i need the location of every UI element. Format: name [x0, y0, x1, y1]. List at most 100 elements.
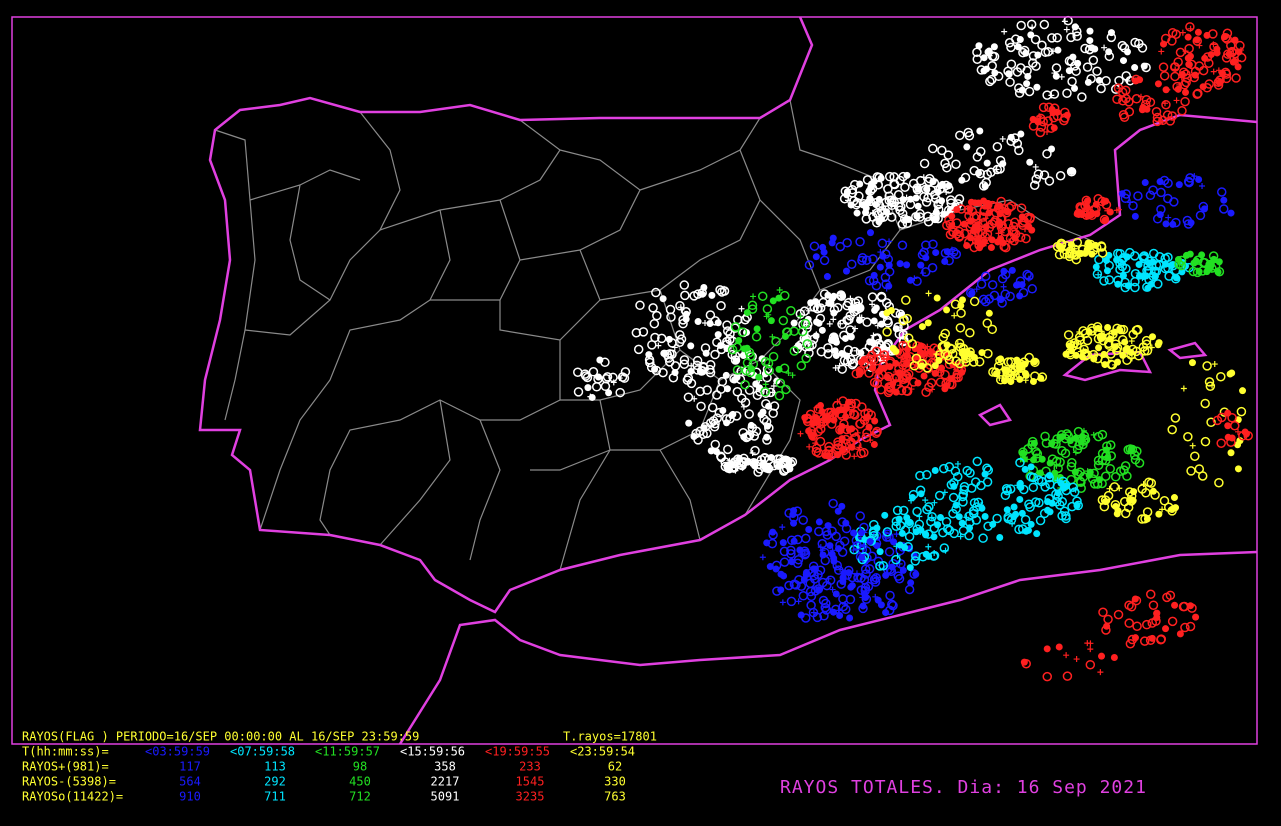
strike	[981, 513, 989, 521]
strike	[1000, 226, 1010, 237]
strike	[1027, 463, 1035, 471]
strike	[978, 212, 988, 222]
strike	[952, 366, 959, 373]
strike	[1221, 53, 1232, 63]
strike	[1204, 58, 1214, 68]
strike	[1008, 363, 1015, 370]
strike	[1195, 210, 1206, 221]
strike	[844, 565, 854, 576]
strike	[747, 304, 758, 314]
strike	[826, 419, 837, 429]
strike	[943, 248, 951, 256]
strike	[1144, 284, 1152, 292]
strike	[817, 538, 828, 549]
strike	[738, 305, 745, 312]
strike	[872, 304, 880, 312]
strike	[855, 511, 865, 521]
strike	[761, 370, 769, 378]
strike	[822, 530, 833, 540]
strike	[1066, 167, 1077, 177]
strike	[1013, 281, 1021, 289]
strike	[1066, 462, 1077, 472]
strike	[1113, 83, 1124, 93]
count-value: 1545	[516, 775, 545, 789]
strike	[944, 525, 955, 536]
strike	[645, 357, 655, 368]
strike	[882, 609, 890, 617]
strike	[1143, 261, 1153, 271]
strike	[1184, 54, 1192, 62]
strike	[955, 130, 965, 141]
strike	[973, 497, 984, 508]
strike	[1124, 618, 1134, 628]
strike	[1160, 263, 1171, 274]
strike	[985, 309, 993, 317]
strike	[776, 286, 783, 293]
strike	[868, 254, 878, 264]
strike	[775, 378, 786, 388]
strike	[786, 305, 796, 316]
strike	[1123, 444, 1133, 455]
lightning-strikes	[573, 15, 1253, 682]
strike	[860, 586, 870, 596]
strike	[747, 300, 758, 311]
strike	[1088, 349, 1099, 360]
strike	[1141, 179, 1149, 187]
strike	[881, 356, 888, 363]
strike	[1095, 271, 1102, 278]
count-value: 564	[179, 775, 201, 789]
strike	[1198, 201, 1209, 212]
strike	[1200, 436, 1211, 447]
strike	[647, 340, 657, 350]
strike	[1031, 174, 1041, 184]
strike	[755, 373, 763, 381]
strike	[1037, 115, 1044, 122]
strike	[1018, 281, 1026, 289]
strike	[869, 574, 880, 585]
strike	[786, 596, 797, 607]
strike	[1107, 29, 1115, 37]
strike	[781, 384, 791, 395]
strike	[815, 586, 823, 594]
strike	[692, 365, 703, 375]
strike	[1095, 76, 1103, 84]
strike	[896, 202, 906, 212]
strike	[918, 362, 926, 370]
strike	[1043, 47, 1053, 57]
strike	[920, 267, 931, 277]
strike	[831, 531, 841, 542]
strike	[903, 541, 913, 552]
strike	[848, 443, 856, 451]
strike	[1093, 194, 1103, 204]
strike	[918, 323, 926, 331]
strike	[1014, 482, 1021, 489]
strike	[1107, 360, 1118, 370]
strike	[1000, 283, 1007, 290]
strike	[698, 290, 706, 298]
strike	[1049, 89, 1060, 99]
strike	[731, 411, 742, 421]
strike	[881, 511, 889, 519]
interval-label: <07:59:58	[230, 745, 295, 759]
strike	[796, 360, 807, 371]
strike	[886, 238, 893, 245]
strike	[931, 499, 938, 506]
strike	[827, 300, 835, 308]
strike	[1021, 465, 1029, 473]
strike	[1000, 289, 1011, 299]
strike	[1078, 353, 1086, 361]
count-value: 98	[353, 760, 367, 774]
strike	[864, 198, 872, 206]
strike	[1068, 482, 1078, 493]
strike	[957, 491, 968, 502]
strike	[1030, 34, 1041, 45]
strike	[1109, 482, 1120, 492]
strike	[1148, 248, 1159, 259]
strike	[941, 516, 952, 527]
strike	[829, 586, 836, 593]
strike	[987, 324, 998, 335]
strike	[722, 371, 730, 379]
strike	[987, 61, 997, 71]
strike	[944, 255, 954, 266]
strike	[723, 419, 731, 427]
